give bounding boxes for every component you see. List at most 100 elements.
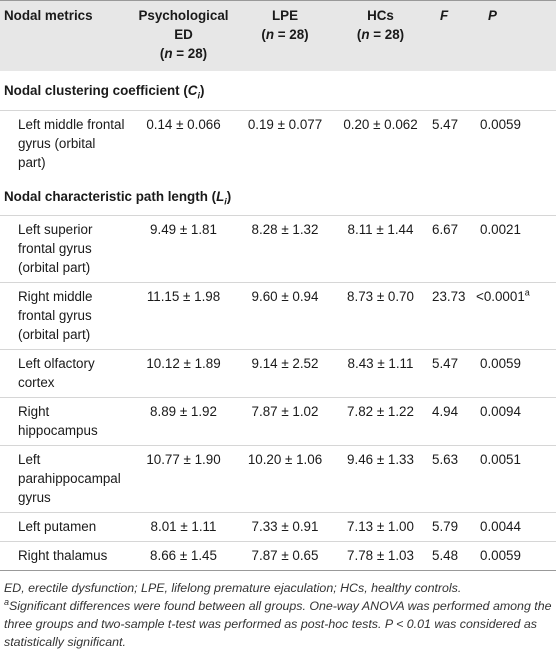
ed-cell: 8.66 ± 1.45 <box>130 541 237 572</box>
n-symbol: n <box>361 27 370 42</box>
table-row: Left middle frontal gyrus (orbital part)… <box>0 109 556 177</box>
header-hcs-n: (n = 28) <box>356 27 405 42</box>
f-cell: 4.94 <box>428 397 476 446</box>
lpe-cell: 7.87 ± 0.65 <box>237 541 333 572</box>
section-title-text: Nodal clustering coefficient <box>4 83 180 98</box>
n-value: = 28 <box>277 27 305 42</box>
p-value: 0.0059 <box>480 116 521 132</box>
header-lpe-n: (n = 28) <box>261 27 309 42</box>
header-psychological-ed: Psychological ED (n = 28) <box>130 1 237 72</box>
p-cell: 0.0059 <box>476 109 556 177</box>
p-value: 0.0051 <box>480 452 521 468</box>
header-hcs: HCs (n = 28) <box>333 1 428 72</box>
lpe-cell: 9.14 ± 2.52 <box>237 349 333 398</box>
table-footnotes: ED, erectile dysfunction; LPE, lifelong … <box>0 571 556 651</box>
p-cell: 0.0051 <box>476 445 556 513</box>
f-cell: 23.73 <box>428 282 476 350</box>
table-body: Nodal clustering coefficient (Ci) Left m… <box>0 71 556 572</box>
table-row: Left superior frontal gyrus (orbital par… <box>0 215 556 283</box>
section-header-path-length: Nodal characteristic path length (Li) <box>0 177 556 216</box>
f-cell: 5.47 <box>428 109 476 177</box>
p-cell: 0.0044 <box>476 512 556 542</box>
p-cell: 0.0021 <box>476 215 556 283</box>
region-cell: Left putamen <box>0 512 130 542</box>
section-title: Nodal clustering coefficient (Ci) <box>4 83 205 101</box>
nodal-metrics-table: Nodal metrics Psychological ED (n = 28) … <box>0 0 556 572</box>
hcs-cell: 7.82 ± 1.22 <box>333 397 428 446</box>
lpe-cell: 9.60 ± 0.94 <box>237 282 333 350</box>
p-value: <0.0001 <box>476 289 525 305</box>
table-row: Left olfactory cortex 10.12 ± 1.89 9.14 … <box>0 349 556 398</box>
header-ed-n: (n = 28) <box>159 46 208 61</box>
footnote-significance-text: Significant differences were found betwe… <box>4 599 552 650</box>
ed-cell: 0.14 ± 0.066 <box>130 109 237 177</box>
region-cell: Left olfactory cortex <box>0 349 130 398</box>
ed-cell: 8.01 ± 1.11 <box>130 512 237 542</box>
region-cell: Left parahippocampal gyrus <box>0 445 130 513</box>
section-subscript: i <box>224 196 227 207</box>
n-value: = 28 <box>176 46 203 61</box>
hcs-cell: 8.43 ± 1.11 <box>333 349 428 398</box>
ed-cell: 10.77 ± 1.90 <box>130 445 237 513</box>
header-hcs-label: HCs <box>367 8 394 23</box>
header-nodal-metrics: Nodal metrics <box>4 8 93 23</box>
f-cell: 5.79 <box>428 512 476 542</box>
f-cell: 5.63 <box>428 445 476 513</box>
region-cell: Right hippocampus <box>0 397 130 446</box>
f-cell: 5.48 <box>428 541 476 572</box>
p-value: 0.0044 <box>480 519 521 535</box>
p-value: 0.0059 <box>480 356 521 372</box>
footnote-marker: a <box>4 597 10 608</box>
section-subscript: i <box>197 90 200 101</box>
section-title-text: Nodal characteristic path length <box>4 188 208 204</box>
header-f: F <box>440 8 449 23</box>
header-p: P <box>488 8 497 23</box>
p-value: 0.0059 <box>480 548 521 564</box>
table-row: Right thalamus 8.66 ± 1.45 7.87 ± 0.65 7… <box>0 541 556 572</box>
table-row: Left parahippocampal gyrus 10.77 ± 1.90 … <box>0 445 556 513</box>
lpe-cell: 0.19 ± 0.077 <box>237 109 333 177</box>
footnote-significance: aSignificant differences were found betw… <box>4 597 552 651</box>
n-value: = 28 <box>373 27 400 42</box>
p-cell: 0.0059 <box>476 349 556 398</box>
table-header-row: Nodal metrics Psychological ED (n = 28) … <box>0 0 556 72</box>
hcs-cell: 7.13 ± 1.00 <box>333 512 428 542</box>
ed-cell: 10.12 ± 1.89 <box>130 349 237 398</box>
p-footnote-marker: a <box>524 287 530 298</box>
section-symbol: L <box>216 188 225 204</box>
table-row: Left putamen 8.01 ± 1.11 7.33 ± 0.91 7.1… <box>0 512 556 542</box>
section-header-clustering: Nodal clustering coefficient (Ci) <box>0 71 556 110</box>
p-value: 0.0094 <box>480 404 521 420</box>
section-symbol: C <box>187 83 198 98</box>
lpe-cell: 10.20 ± 1.06 <box>237 445 333 513</box>
table-row: Right hippocampus 8.89 ± 1.92 7.87 ± 1.0… <box>0 397 556 446</box>
header-lpe: LPE (n = 28) <box>237 1 333 72</box>
p-cell: 0.0059 <box>476 541 556 572</box>
region-cell: Left middle frontal gyrus (orbital part) <box>0 109 130 177</box>
hcs-cell: 0.20 ± 0.062 <box>333 109 428 177</box>
hcs-cell: 8.11 ± 1.44 <box>333 215 428 283</box>
region-cell: Left superior frontal gyrus (orbital par… <box>0 215 130 283</box>
header-ed-line2: ED <box>174 27 193 42</box>
hcs-cell: 9.46 ± 1.33 <box>333 445 428 513</box>
header-lpe-label: LPE <box>271 8 299 23</box>
lpe-cell: 8.28 ± 1.32 <box>237 215 333 283</box>
p-value: 0.0021 <box>480 222 521 238</box>
n-symbol: n <box>265 27 274 42</box>
hcs-cell: 7.78 ± 1.03 <box>333 541 428 572</box>
p-cell: 0.0094 <box>476 397 556 446</box>
n-symbol: n <box>164 46 173 61</box>
footnote-abbreviations: ED, erectile dysfunction; LPE, lifelong … <box>4 581 462 596</box>
table-row: Right middle frontal gyrus (orbital part… <box>0 282 556 350</box>
f-cell: 5.47 <box>428 349 476 398</box>
lpe-cell: 7.33 ± 0.91 <box>237 512 333 542</box>
region-cell: Right middle frontal gyrus (orbital part… <box>0 282 130 350</box>
ed-cell: 8.89 ± 1.92 <box>130 397 237 446</box>
lpe-cell: 7.87 ± 1.02 <box>237 397 333 446</box>
section-title: Nodal characteristic path length (Li) <box>4 188 232 207</box>
region-cell: Right thalamus <box>0 541 130 572</box>
ed-cell: 11.15 ± 1.98 <box>130 282 237 350</box>
header-ed-line1: Psychological <box>138 8 229 23</box>
ed-cell: 9.49 ± 1.81 <box>130 215 237 283</box>
